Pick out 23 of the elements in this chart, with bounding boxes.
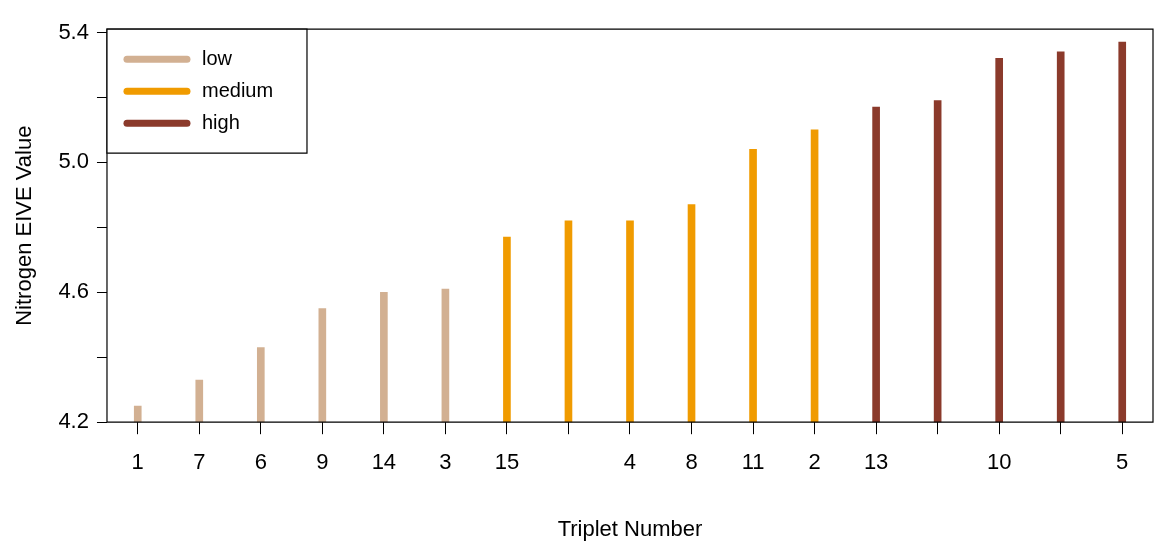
x-tick-label: 4 xyxy=(623,449,637,475)
y-tick-label: 5.0 xyxy=(58,148,89,174)
y-tick-label: 4.2 xyxy=(58,408,89,434)
x-tick-label: 10 xyxy=(986,449,1012,475)
x-tick-label: 9 xyxy=(316,449,329,475)
x-tick-label: 6 xyxy=(254,449,267,475)
legend-label: low xyxy=(201,46,233,69)
y-axis-title: Nitrogen EIVE Value xyxy=(11,125,37,326)
x-tick-label: 8 xyxy=(685,449,698,475)
y-tick-label: 4.6 xyxy=(58,278,89,304)
x-tick-label: 14 xyxy=(371,449,397,475)
x-tick-label: 1 xyxy=(131,449,144,475)
x-tick-label: 3 xyxy=(439,449,452,475)
y-tick-label: 5.4 xyxy=(58,18,89,44)
x-tick-label: 2 xyxy=(808,449,821,475)
x-tick-label: 13 xyxy=(863,449,889,475)
x-tick-label: 5 xyxy=(1116,449,1129,475)
legend-label: high xyxy=(201,110,240,133)
x-axis-title: Triplet Number xyxy=(557,515,703,541)
x-tick-label: 11 xyxy=(741,449,765,475)
x-tick-label: 15 xyxy=(494,449,520,475)
legend-label: medium xyxy=(201,78,274,101)
x-tick-label: 7 xyxy=(193,449,206,475)
